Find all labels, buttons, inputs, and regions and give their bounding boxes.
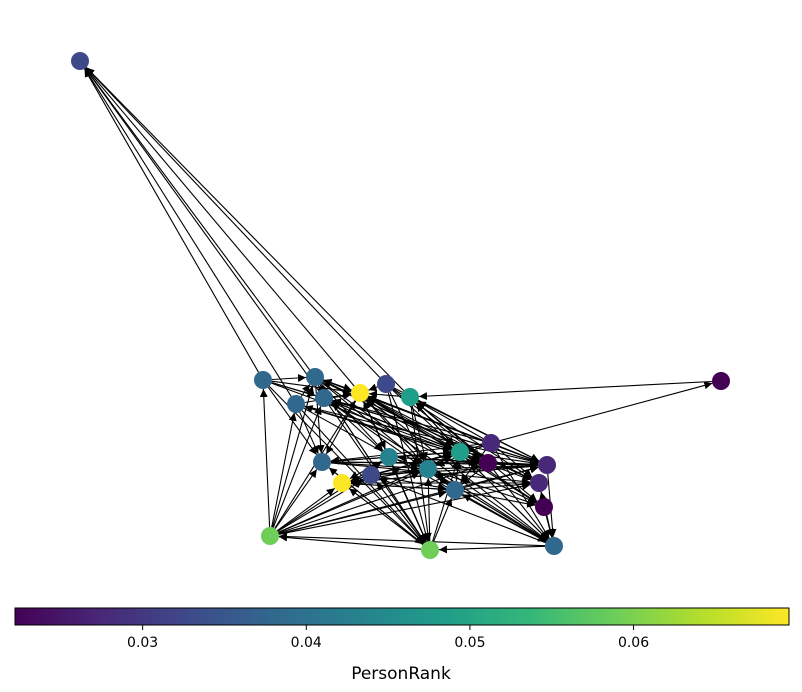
graph-edge [278, 532, 546, 547]
colorbar-tick-label: 0.04 [291, 635, 322, 651]
graph-edge [350, 467, 420, 483]
graph-edge [350, 483, 447, 493]
graph-edge [85, 67, 355, 387]
graph-edge [417, 400, 484, 440]
graph-node [545, 537, 563, 555]
graph-edge [271, 373, 307, 382]
graph-edge [417, 400, 540, 462]
graph-edge [466, 458, 548, 540]
colorbar-tick-label: 0.06 [618, 635, 649, 651]
graph-node [530, 474, 548, 492]
graph-edge [434, 474, 449, 485]
graph-edge [271, 412, 297, 528]
graph-node [351, 384, 369, 402]
colorbar-ticks: 0.03 0.04 0.05 0.06 [127, 625, 649, 651]
graph-edge [85, 67, 405, 391]
graph-edge [496, 460, 539, 469]
graph-edge [84, 67, 320, 392]
colorbar-tick-label: 0.05 [454, 635, 485, 651]
graph-node [306, 368, 324, 386]
graph-node [419, 460, 437, 478]
graph-edge [438, 545, 546, 554]
graph-node [421, 541, 439, 559]
graph-node [401, 388, 419, 406]
graph-node [254, 371, 272, 389]
graph-edge [499, 445, 539, 463]
graph-edge [468, 452, 539, 467]
graph-edge [304, 405, 480, 461]
graph-edge [278, 482, 531, 535]
graph-edges [84, 67, 713, 554]
colorbar-label: PersonRank [351, 664, 451, 684]
graph-edge [497, 448, 533, 478]
graph-node [538, 456, 556, 474]
graph-edge [332, 399, 539, 463]
graph-edge [463, 480, 531, 490]
graph-node [333, 474, 351, 492]
graph-edge [368, 383, 378, 392]
graph-edge [368, 390, 402, 399]
graph-node [712, 372, 730, 390]
graph-node [479, 454, 497, 472]
graph-node [446, 481, 464, 499]
graph-edge [330, 458, 480, 467]
graph-edge [379, 476, 447, 491]
graph-edge [432, 460, 459, 542]
graph-edge [84, 68, 292, 397]
graph-node [482, 434, 500, 452]
graph-edge [259, 388, 271, 528]
graph-node [362, 466, 380, 484]
colorbar-tick-label: 0.03 [127, 635, 158, 651]
graph-edge [330, 403, 383, 452]
graph-edge [499, 381, 713, 442]
graph-edge [495, 450, 550, 539]
graph-edge [415, 403, 455, 446]
graph-edge [267, 386, 318, 456]
graph-edge [325, 400, 357, 455]
graph-edge [365, 399, 423, 463]
graph-edge [84, 67, 311, 371]
graph-edge [411, 405, 428, 461]
graph-node [261, 527, 279, 545]
graph-edge [274, 469, 318, 529]
graph-node [71, 52, 89, 70]
graph-edge [424, 477, 433, 542]
graph-edge [276, 487, 336, 532]
graph-edge [463, 491, 536, 508]
graph-edge [376, 481, 425, 544]
graph-node [535, 498, 553, 516]
graph-edge [366, 398, 548, 541]
graph-edge [397, 459, 420, 468]
graph-edge [348, 488, 424, 545]
graph-edge [418, 380, 713, 401]
colorbar: 0.03 0.04 0.05 0.06 PersonRank [14, 607, 790, 684]
graph-edge [436, 471, 536, 506]
graph-edge [545, 515, 554, 538]
graph-edge [278, 533, 422, 550]
graph-node [451, 443, 469, 461]
graph-node [287, 395, 305, 413]
colorbar-gradient [14, 607, 790, 626]
graph-node [380, 448, 398, 466]
graph-edge [272, 406, 322, 528]
graph-edge [410, 405, 432, 542]
graph-node [315, 389, 333, 407]
graph-edge [461, 468, 482, 485]
graph-node [377, 375, 395, 393]
graph-edge [379, 477, 546, 544]
graph-node [313, 453, 331, 471]
graph-edge [85, 67, 381, 378]
graph-nodes [71, 52, 730, 559]
graph-edge [467, 456, 537, 503]
graph-edge [392, 464, 427, 543]
graph-edge [330, 462, 420, 472]
graph-edge [84, 68, 259, 373]
